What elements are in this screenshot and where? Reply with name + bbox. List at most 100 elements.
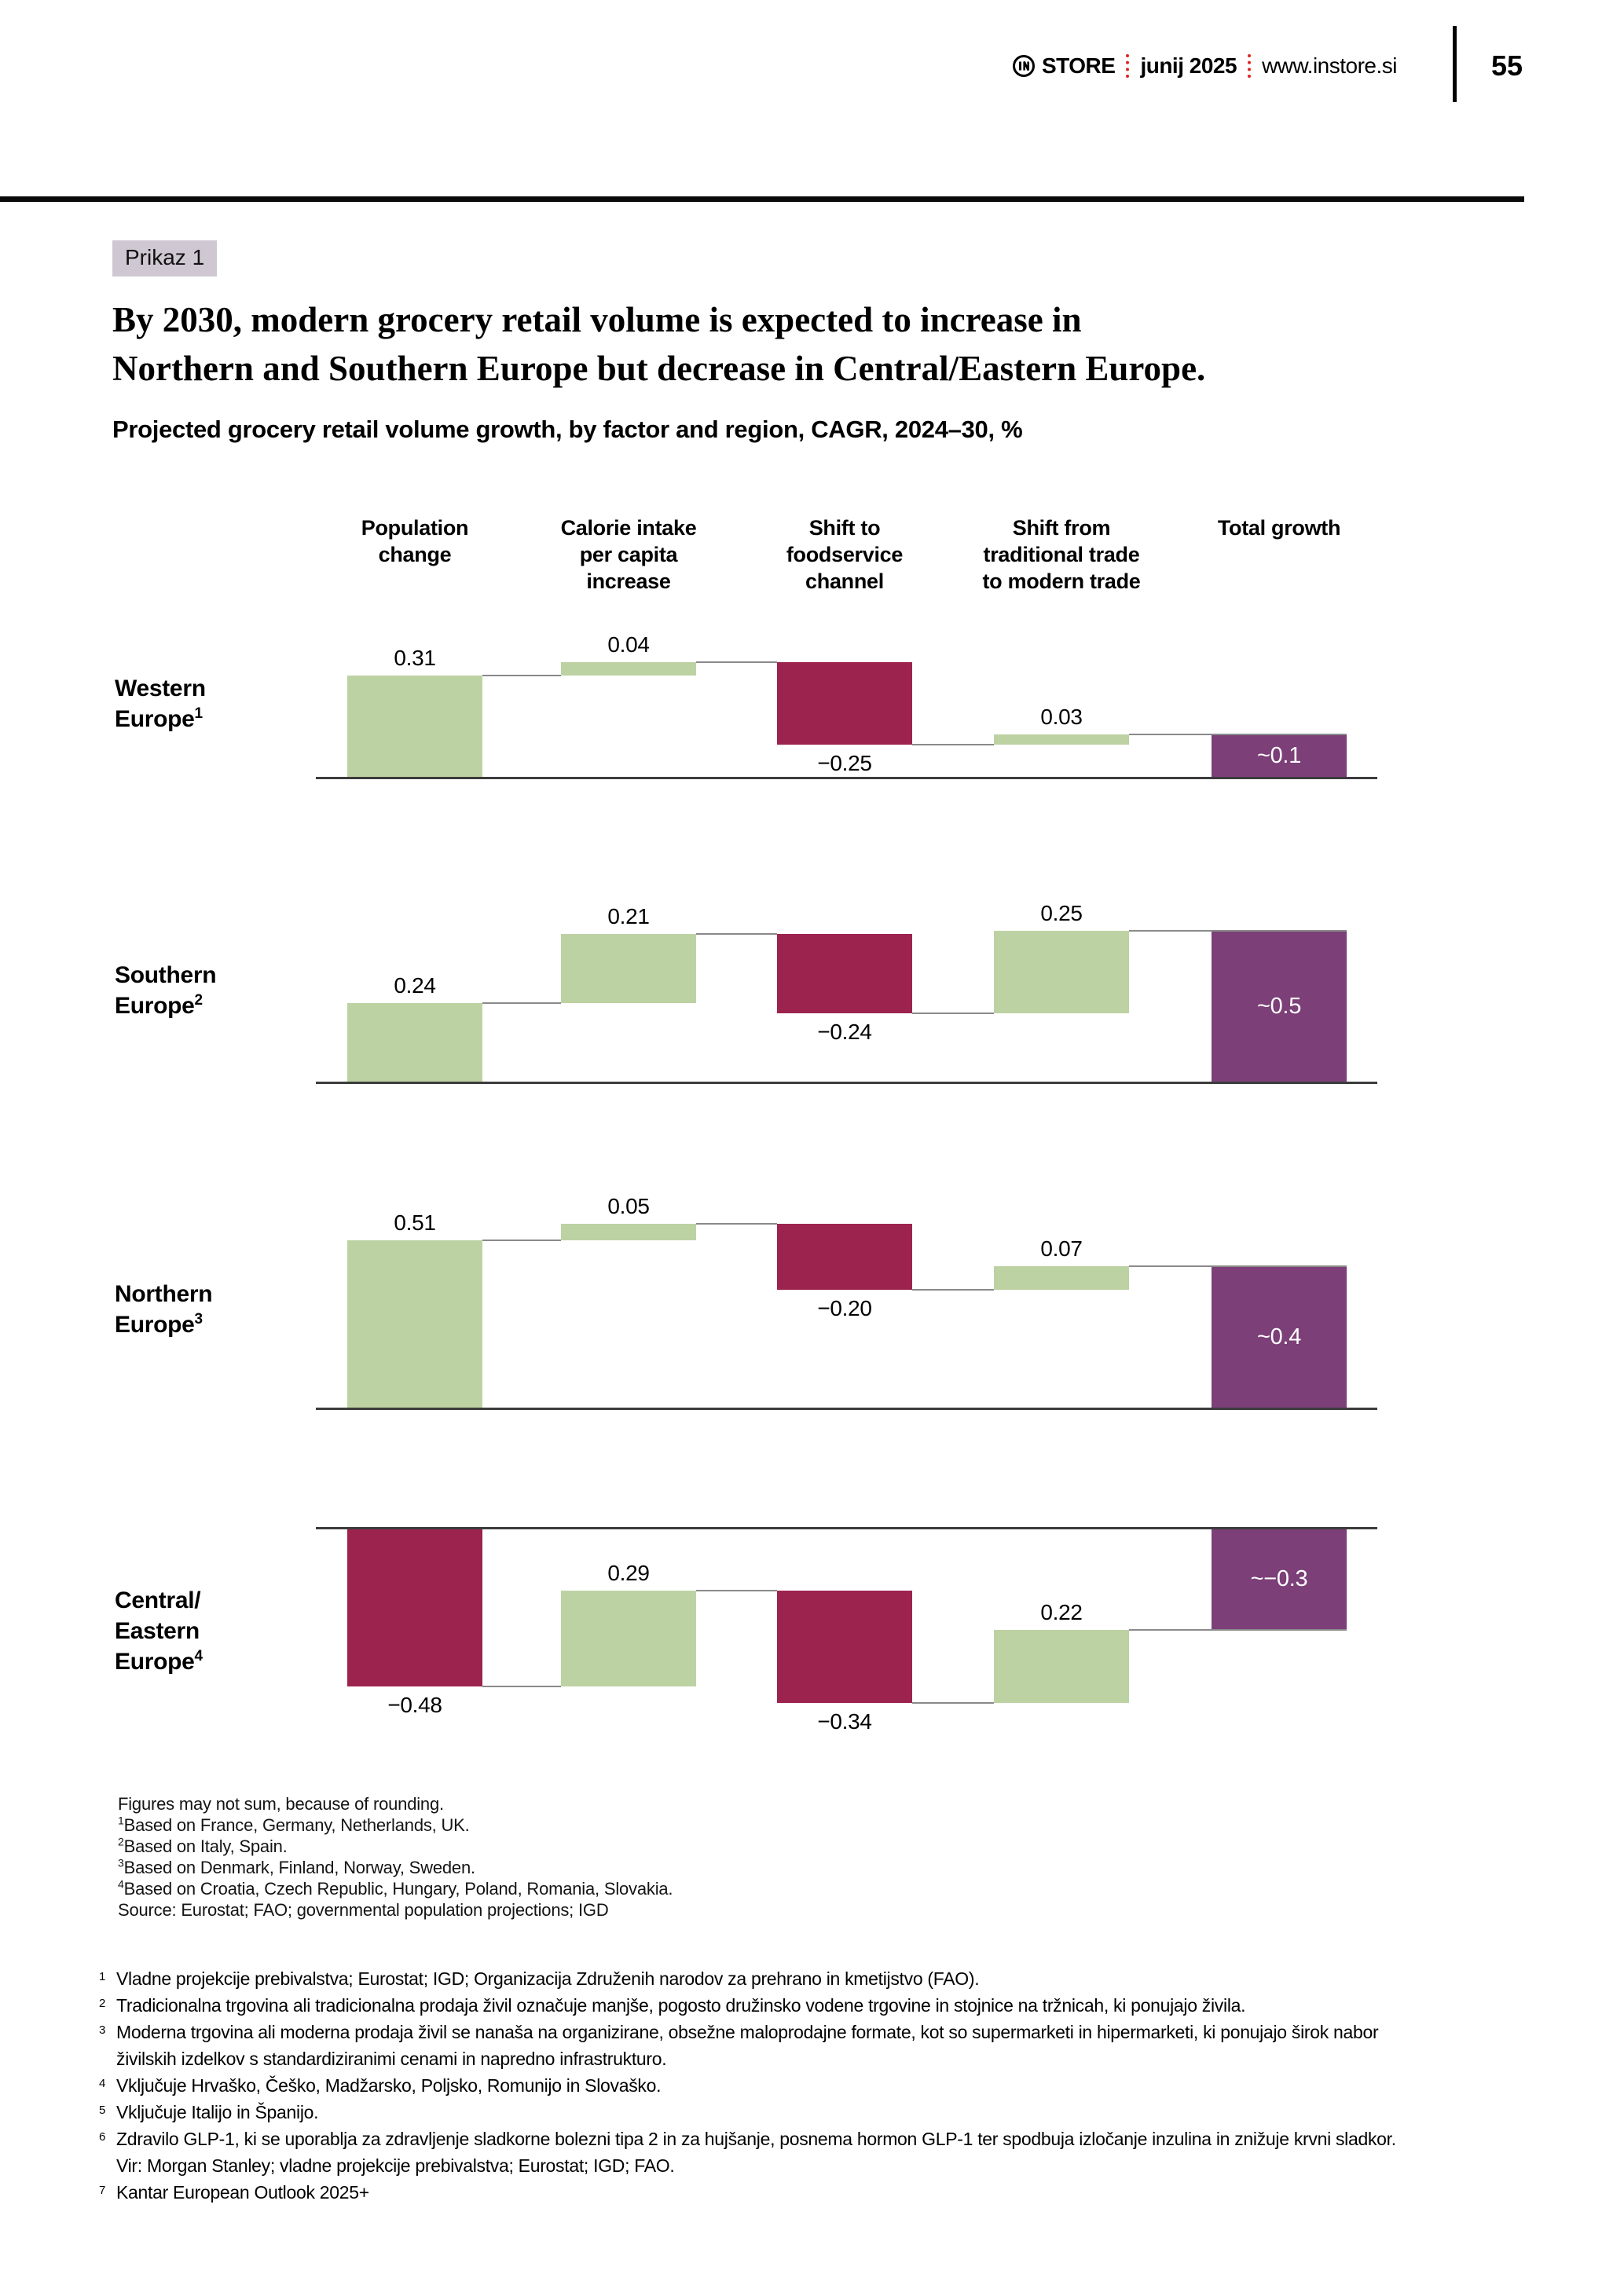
column-header-line: increase — [586, 569, 671, 593]
bar-value-label: 0.22 — [1040, 1600, 1083, 1625]
connector-line — [912, 744, 994, 745]
chart-baseline — [316, 1081, 1377, 1084]
column-header-line: Calorie intake — [560, 516, 697, 540]
masthead-website: www.instore.si — [1262, 53, 1397, 78]
bar-value-label: 0.24 — [394, 973, 436, 998]
bar-value-label: 0.03 — [1040, 705, 1083, 730]
bottom-footnote-line: živilskih izdelkov s standardiziranimi c… — [116, 2049, 667, 2069]
bottom-footnote-line: Tradicionalna trgovina ali tradicionalna… — [116, 1995, 1246, 2016]
connector-line — [912, 1288, 994, 1291]
region-label: Central/Eastern Europe4 — [115, 1585, 203, 1677]
connector-line — [482, 1002, 561, 1005]
connector-line — [1129, 1265, 1347, 1268]
region-label-line: Europe4 — [115, 1648, 203, 1675]
footnote-marker: 1 — [99, 1970, 106, 1983]
region-label: Northern Europe3 — [115, 1279, 213, 1340]
bottom-footnotes: 1 Vladne projekcije prebivalstva; Eurosta… — [99, 1965, 1396, 2206]
region-label-line: Northern — [115, 1281, 213, 1307]
in-circle-icon — [1012, 54, 1036, 78]
masthead-date: junij 2025 — [1140, 53, 1237, 78]
bottom-footnote: 7 Kantar European Outlook 2025+ — [99, 2179, 1396, 2206]
region-label-line: Europe2 — [115, 992, 203, 1019]
column-header: Shift to foodservice channel — [735, 514, 955, 595]
bottom-footnote: 6 Zdravilo GLP-1, ki se uporablja za zdra… — [99, 2126, 1396, 2179]
region-footnote-marker: 2 — [194, 992, 203, 1009]
waterfall-total-bar: ~0.5 — [1212, 930, 1347, 1082]
connector-line — [1129, 734, 1347, 736]
title-line-2: Northern and Southern Europe but decreas… — [112, 349, 1206, 388]
connector-line — [696, 1589, 777, 1591]
bar-value-label: 0.21 — [607, 904, 650, 928]
connector-line — [912, 1012, 994, 1014]
connector-line — [912, 1701, 994, 1704]
waterfall-bar — [994, 1630, 1129, 1703]
column-header-line: per capita — [579, 543, 678, 566]
waterfall-bar — [347, 1003, 482, 1082]
bottom-footnote-line: Vključuje Italijo in Španijo. — [116, 2102, 319, 2122]
chart-baseline — [316, 1526, 1377, 1529]
bottom-footnote: 1 Vladne projekcije prebivalstva; Eurosta… — [99, 1965, 1396, 1992]
column-header-line: channel — [805, 569, 884, 593]
column-header-line: to modern trade — [982, 569, 1141, 593]
waterfall-total-bar: ~0.4 — [1212, 1266, 1347, 1408]
footnote-marker: 4 — [99, 2077, 106, 2090]
exhibit-title: By 2030, modern grocery retail volume is… — [112, 295, 1574, 393]
connector-line — [482, 1239, 561, 1241]
region-label-line: Central/ — [115, 1587, 201, 1613]
column-header-line: Shift from — [1012, 516, 1111, 540]
chart-footnote-line: Figures may not sum, because of rounding… — [118, 1794, 444, 1814]
waterfall-bar — [777, 934, 912, 1013]
dotted-separator-icon — [1126, 54, 1130, 78]
region-label-line: Southern — [115, 962, 217, 988]
column-header: Calorie intake per capita increase — [519, 514, 739, 595]
bar-value-label: −0.24 — [817, 1019, 872, 1044]
bottom-footnote: 4 Vključuje Hrvaško, Češko, Madžarsko, Po… — [99, 2072, 1396, 2099]
bar-value-label: −0.48 — [387, 1692, 442, 1717]
connector-line — [482, 674, 561, 676]
bottom-footnote: 3 Moderna trgovina ali moderna prodaja ži… — [99, 2019, 1396, 2072]
region-label: Western Europe1 — [115, 673, 206, 734]
waterfall-bar — [347, 1240, 482, 1408]
footnote-marker: 5 — [99, 2104, 106, 2117]
bar-value-label: 0.25 — [1040, 900, 1083, 925]
region-label-line: Europe1 — [115, 705, 203, 732]
column-header: Population change — [305, 514, 525, 568]
footnote-marker: 2 — [99, 1997, 106, 2010]
connector-line — [696, 933, 777, 935]
bar-value-label: −0.20 — [817, 1295, 872, 1320]
waterfall-bar — [777, 662, 912, 745]
masthead: STORE junij 2025 www.instore.si — [1012, 53, 1397, 79]
exhibit-subtitle: Projected grocery retail volume growth, … — [112, 416, 1023, 443]
bottom-footnote-line: Kantar European Outlook 2025+ — [116, 2182, 369, 2203]
region-footnote-marker: 3 — [194, 1311, 203, 1327]
bottom-footnote-line: Vir: Morgan Stanley; vladne projekcije p… — [116, 2155, 675, 2176]
connector-line — [482, 1685, 561, 1687]
footnote-marker: 4 — [118, 1877, 124, 1891]
dotted-separator-icon — [1248, 54, 1252, 78]
chart-baseline — [316, 1407, 1377, 1410]
bar-value-label: −0.25 — [817, 751, 872, 775]
region-footnote-marker: 4 — [194, 1648, 203, 1664]
connector-line — [696, 661, 777, 663]
page-number-divider — [1453, 26, 1457, 102]
bottom-footnote: 2 Tradicionalna trgovina ali tradicionaln… — [99, 1992, 1396, 2019]
region-label: Southern Europe2 — [115, 960, 217, 1021]
region-footnote-marker: 1 — [194, 705, 203, 722]
column-header-line: foodservice — [786, 543, 904, 566]
waterfall-total-bar: ~−0.3 — [1212, 1528, 1347, 1631]
chart-footnote-line: 3Based on Denmark, Finland, Norway, Swed… — [118, 1856, 475, 1877]
footnote-marker: 6 — [99, 2130, 106, 2144]
bottom-footnote-line: Zdravilo GLP-1, ki se uporablja za zdrav… — [116, 2129, 1396, 2149]
waterfall-bar — [777, 1223, 912, 1290]
footnote-marker: 7 — [99, 2184, 106, 2197]
region-label-line: Eastern — [115, 1618, 200, 1644]
chart-baseline — [316, 776, 1377, 779]
region-label-line: Western — [115, 676, 206, 701]
bar-value-label: −0.34 — [817, 1708, 872, 1734]
column-header-line: Shift to — [808, 516, 881, 540]
exhibit-badge: Prikaz 1 — [112, 240, 218, 276]
bar-value-label: 0.05 — [607, 1193, 650, 1218]
footnote-marker: 2 — [118, 1835, 124, 1848]
connector-line — [1129, 1629, 1347, 1631]
waterfall-bar — [347, 1528, 482, 1686]
